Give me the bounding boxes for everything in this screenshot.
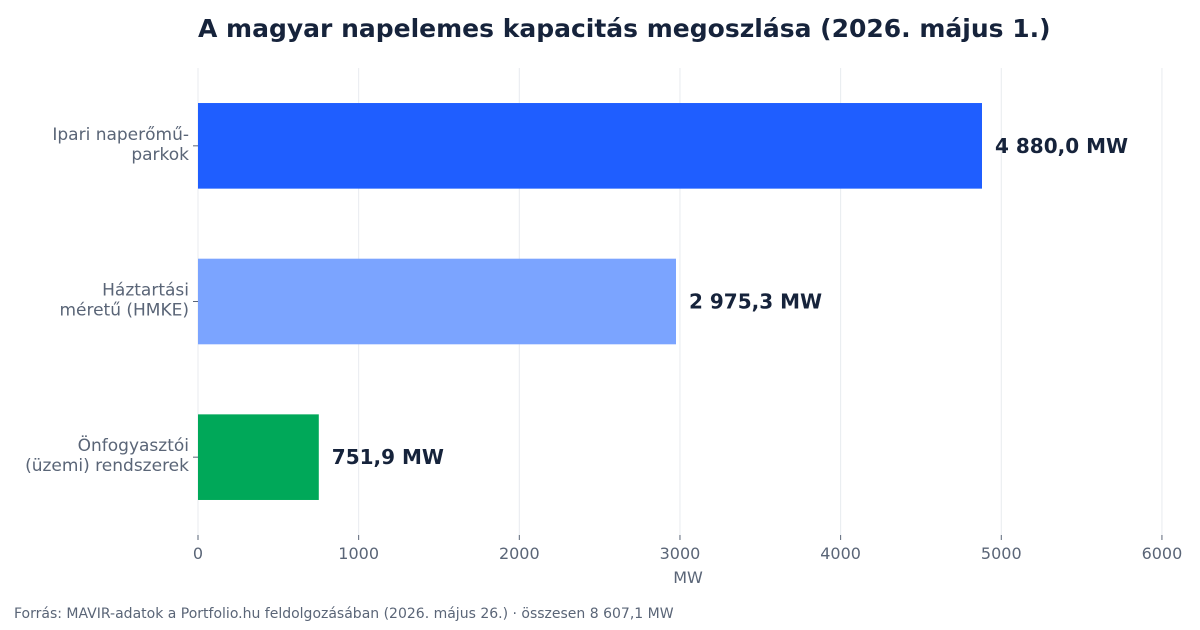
y-tick-label: Ipari naperőmű-parkok (52, 125, 189, 165)
x-tick-label: 6000 (1142, 544, 1183, 563)
x-axis-label: MW (673, 568, 703, 587)
source-note: Forrás: MAVIR-adatok a Portfolio.hu feld… (14, 606, 674, 622)
y-tick-label: Önfogyasztói (üzemi) rendszerek (25, 434, 189, 476)
x-axis: 0 1000 2000 3000 4000 5000 6000 (193, 535, 1182, 563)
y-axis: Ipari naperőmű-parkok Háztartási méretű (H… (25, 125, 198, 476)
x-tick-label: 3000 (660, 544, 701, 563)
bar (198, 103, 982, 189)
x-tick-label: 0 (193, 544, 203, 563)
value-labels: 4 880,0 MW 2 975,3 MW 751,9 MW (332, 134, 1128, 469)
x-tick-label: 2000 (499, 544, 540, 563)
data-label: 2 975,3 MW (689, 290, 822, 314)
chart-title: A magyar napelemes kapacitás megoszlása … (198, 14, 1051, 43)
bar (198, 414, 319, 500)
data-label: 751,9 MW (332, 445, 444, 469)
x-tick-label: 5000 (981, 544, 1022, 563)
data-label: 4 880,0 MW (995, 134, 1128, 158)
y-tick-label: Háztartási méretű (HMKE) (59, 281, 189, 321)
bar (198, 258, 676, 345)
x-tick-label: 4000 (820, 544, 861, 563)
x-tick-label: 1000 (338, 544, 379, 563)
bars (198, 103, 982, 500)
chart: A magyar napelemes kapacitás megoszlása … (25, 14, 1182, 587)
